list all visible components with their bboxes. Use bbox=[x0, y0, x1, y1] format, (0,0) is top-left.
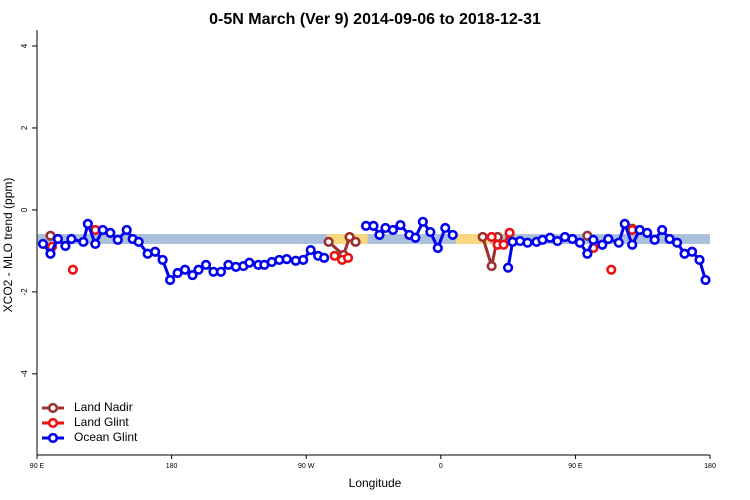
legend-marker bbox=[47, 417, 59, 429]
data-point bbox=[179, 264, 191, 275]
data-point bbox=[105, 227, 116, 238]
data-point bbox=[193, 264, 204, 275]
data-point bbox=[477, 231, 488, 243]
data-point bbox=[425, 226, 436, 238]
data-point bbox=[588, 234, 599, 245]
data-point bbox=[503, 262, 514, 273]
data-point bbox=[440, 222, 451, 234]
x-tick-label: 180 bbox=[704, 463, 716, 470]
data-point bbox=[574, 237, 585, 248]
data-point bbox=[395, 219, 406, 231]
data-point bbox=[45, 248, 56, 259]
legend-label: Ocean Glint bbox=[74, 430, 138, 444]
data-point bbox=[157, 254, 168, 266]
data-point bbox=[447, 229, 458, 241]
x-tick-label: 90 E bbox=[568, 463, 583, 470]
y-tick-label: 0 bbox=[20, 207, 29, 212]
legend-label: Land Glint bbox=[74, 415, 129, 429]
data-point bbox=[281, 253, 292, 265]
y-tick-label: -2 bbox=[20, 288, 29, 296]
data-point bbox=[37, 238, 49, 250]
y-axis-label: XCO2 - MLO trend (ppm) bbox=[1, 178, 15, 313]
data-point bbox=[498, 239, 509, 250]
legend-marker bbox=[47, 432, 59, 444]
plot-area bbox=[37, 216, 711, 286]
data-point bbox=[649, 234, 660, 245]
chart-title: 0-5N March (Ver 9) 2014-09-06 to 2018-12… bbox=[209, 11, 541, 28]
data-point bbox=[627, 239, 638, 250]
data-point bbox=[417, 216, 428, 227]
data-point bbox=[150, 246, 161, 257]
data-point bbox=[657, 224, 668, 236]
data-point bbox=[350, 236, 361, 247]
data-point bbox=[52, 233, 64, 245]
data-point bbox=[66, 233, 77, 245]
data-point bbox=[121, 224, 132, 236]
data-point bbox=[187, 269, 198, 281]
legend-marker bbox=[47, 402, 59, 414]
x-tick-label: 0 bbox=[439, 463, 443, 470]
data-point bbox=[700, 274, 711, 286]
data-point bbox=[606, 264, 617, 275]
data-point bbox=[200, 259, 212, 270]
y-tick-label: -4 bbox=[20, 370, 29, 378]
x-tick-label: 180 bbox=[166, 463, 178, 470]
data-point bbox=[642, 227, 653, 238]
data-point bbox=[410, 232, 421, 243]
data-point bbox=[67, 264, 78, 275]
data-point bbox=[133, 236, 144, 247]
reference-band bbox=[37, 234, 710, 244]
data-point bbox=[244, 257, 255, 268]
data-point bbox=[432, 242, 443, 254]
y-tick-label: 2 bbox=[20, 125, 29, 130]
data-point bbox=[305, 244, 316, 256]
data-point bbox=[112, 234, 123, 245]
data-point bbox=[486, 231, 497, 243]
data-point bbox=[298, 254, 309, 266]
data-point bbox=[329, 250, 340, 261]
data-point bbox=[486, 260, 497, 272]
data-point bbox=[504, 227, 515, 238]
data-point bbox=[90, 238, 101, 250]
reference-band bbox=[455, 234, 491, 244]
data-point bbox=[603, 233, 614, 245]
y-tick-label: 4 bbox=[20, 43, 29, 48]
data-point bbox=[671, 237, 683, 248]
axes: -4 -2 0 2 4 90 E 180 90 W 0 90 E 180 bbox=[20, 30, 716, 470]
x-tick-label: 90 W bbox=[298, 463, 315, 470]
legend-label: Land Nadir bbox=[74, 400, 133, 414]
data-point bbox=[597, 239, 608, 250]
data-point bbox=[522, 237, 533, 248]
data-point bbox=[342, 252, 354, 263]
data-point bbox=[694, 254, 705, 266]
x-axis-label: Longitude bbox=[349, 476, 402, 490]
data-point bbox=[387, 224, 399, 236]
data-point bbox=[60, 240, 71, 252]
data-point bbox=[215, 266, 227, 277]
data-point bbox=[686, 246, 698, 257]
data-point bbox=[613, 237, 624, 248]
data-point bbox=[82, 218, 93, 229]
data-point bbox=[374, 229, 385, 241]
data-point bbox=[582, 248, 593, 259]
data-point bbox=[619, 218, 630, 229]
data-point bbox=[552, 235, 563, 247]
data-point bbox=[368, 220, 379, 232]
x-tick-label: 90 E bbox=[30, 463, 45, 470]
data-point bbox=[664, 233, 675, 245]
data-point bbox=[567, 233, 578, 245]
data-point bbox=[323, 236, 334, 247]
data-point bbox=[319, 252, 330, 263]
data-point bbox=[78, 236, 89, 247]
data-point bbox=[165, 274, 176, 286]
